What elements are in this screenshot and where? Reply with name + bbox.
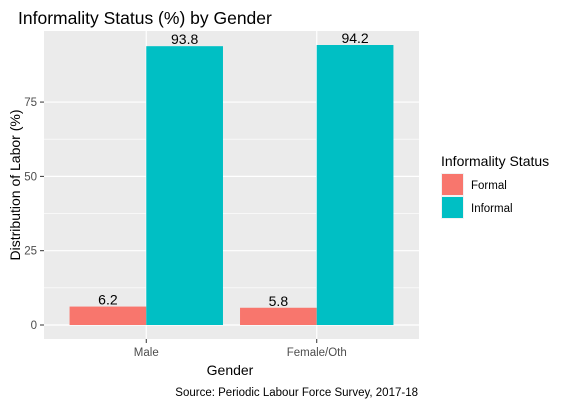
y-tick-label: 25 [24, 246, 37, 258]
y-axis-title: Distribution of Labor (%) [7, 110, 23, 261]
x-tick-label: Female/Oth [287, 347, 347, 359]
legend: Informality Status Formal Informal [441, 153, 549, 219]
x-tick-label: Male [134, 347, 159, 359]
y-tick-label: 50 [24, 171, 37, 183]
bar-value-label: 5.8 [269, 293, 289, 309]
bar-value-label: 94.2 [341, 30, 368, 46]
legend-label: Informal [471, 203, 513, 215]
bar-labels: 6.2 93.8 5.8 94.2 [98, 30, 369, 309]
legend-swatch-formal [442, 174, 463, 195]
y-axis-ticks: 0 25 50 75 [24, 97, 44, 332]
y-tick-label: 0 [31, 320, 37, 332]
bar-formal [240, 307, 317, 325]
legend-title: Informality Status [441, 153, 549, 169]
bar-informal [316, 45, 394, 325]
legend-label: Formal [471, 180, 507, 192]
x-axis-title: Gender [207, 362, 254, 378]
legend-swatch-informal [442, 197, 463, 218]
chart-title: Informality Status (%) by Gender [18, 8, 272, 28]
y-tick-label: 75 [24, 97, 37, 109]
chart-caption: Source: Periodic Labour Force Survey, 20… [175, 387, 418, 399]
bar-formal [69, 306, 147, 325]
bar-value-label: 6.2 [98, 292, 118, 308]
x-axis-ticks: Male Female/Oth [134, 339, 347, 359]
bar-value-label: 93.8 [171, 31, 198, 47]
bars [69, 45, 394, 325]
bar-informal [146, 46, 223, 325]
